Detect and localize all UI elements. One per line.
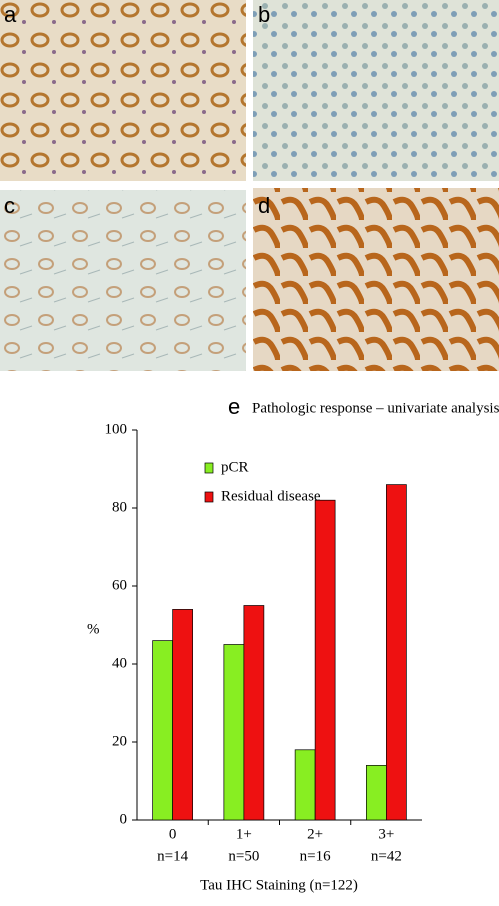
panel-label: a: [4, 2, 17, 27]
y-tick-label: 0: [120, 811, 128, 827]
micrograph: [253, 188, 499, 371]
legend-label: Residual disease: [221, 488, 321, 504]
bar: [172, 609, 193, 821]
micrograph: [0, 0, 246, 181]
chart-title: Pathologic response – univariate analysi…: [252, 400, 499, 416]
y-tick-label: 100: [105, 421, 128, 437]
bar: [294, 749, 316, 821]
x-tick-sublabel: n=50: [228, 848, 259, 864]
x-tick-sublabel: n=14: [157, 848, 188, 864]
x-axis-label: Tau IHC Staining (n=122): [200, 877, 358, 893]
x-tick-label: 2+: [307, 826, 323, 842]
bar: [223, 644, 245, 821]
panel-label: b: [258, 2, 270, 27]
bar: [366, 765, 387, 821]
bar: [152, 640, 173, 821]
x-tick-label: 3+: [378, 826, 394, 842]
x-tick-label: 1+: [236, 826, 252, 842]
bar: [243, 605, 265, 821]
panel-label: e: [228, 394, 240, 419]
legend-swatch: [204, 491, 214, 503]
panel-label: c: [4, 193, 15, 218]
x-tick-sublabel: n=42: [371, 848, 402, 864]
y-axis-label: %: [87, 621, 100, 637]
legend-swatch: [204, 462, 214, 474]
bar: [314, 499, 336, 821]
x-tick-sublabel: n=16: [300, 848, 331, 864]
y-tick-label: 60: [112, 577, 127, 593]
bar: [386, 484, 407, 821]
micrograph: [253, 0, 499, 181]
y-tick-label: 40: [112, 655, 127, 671]
legend-label: pCR: [221, 459, 249, 475]
panel-label: d: [258, 193, 270, 218]
y-tick-label: 20: [112, 733, 127, 749]
y-tick-label: 80: [112, 499, 127, 515]
micrograph: [0, 190, 246, 371]
x-tick-label: 0: [169, 826, 177, 842]
